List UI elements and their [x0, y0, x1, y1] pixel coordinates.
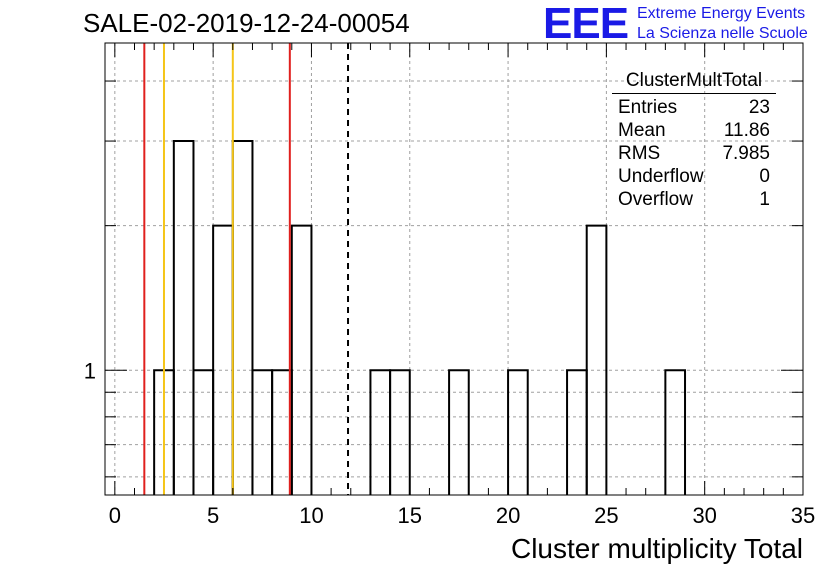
stats-value: 1: [759, 189, 770, 210]
histogram-bin: [566, 369, 588, 495]
logo-mark: EEE: [543, 0, 629, 48]
histogram-bin: [585, 224, 608, 495]
stats-value: 7.985: [722, 143, 770, 164]
stats-row-rms: RMS 7.985: [612, 142, 776, 165]
histogram-bars: [153, 140, 687, 495]
x-tick-label: 35: [791, 503, 815, 528]
marker-lines: [143, 43, 350, 495]
stats-box: ClusterMultTotal Entries 23 Mean 11.86 R…: [612, 70, 776, 211]
stats-row-mean: Mean 11.86: [612, 119, 776, 142]
axis-ticks: [105, 43, 804, 495]
histogram-bin: [251, 369, 274, 495]
stats-value: 23: [748, 97, 770, 118]
stats-label: Overflow: [618, 189, 693, 210]
histogram-bin: [507, 369, 529, 495]
histogram-bin: [172, 140, 195, 495]
stats-row-overflow: Overflow 1: [612, 188, 776, 211]
histogram-bin: [448, 369, 470, 495]
stats-row-entries: Entries 23: [612, 96, 776, 119]
x-tick-label: 5: [207, 503, 219, 528]
x-axis-label: Cluster multiplicity Total: [510, 533, 803, 564]
stats-label: Entries: [618, 97, 678, 118]
logo-line-2: La Scienza nelle Scuole: [637, 25, 808, 42]
stats-label: Mean: [618, 120, 666, 141]
histogram-bin: [231, 140, 254, 495]
page-title: SALE-02-2019-12-24-00054: [83, 8, 410, 38]
stats-title: ClusterMultTotal: [612, 70, 776, 94]
histogram-bin: [192, 369, 215, 495]
x-tick-label: 25: [594, 503, 618, 528]
stats-value: 11.86: [723, 120, 770, 141]
histogram-bin: [212, 224, 234, 495]
stats-label: Underflow: [618, 166, 704, 187]
histogram-bin: [664, 369, 687, 495]
histogram-bin: [290, 224, 313, 495]
tick-labels: 0 5 10 15 20 25 30 35 1: [84, 358, 815, 528]
x-tick-label: 30: [692, 503, 716, 528]
x-tick-label: 20: [496, 503, 520, 528]
logo-line-1: Extreme Energy Events: [637, 5, 806, 22]
histogram-bin: [369, 369, 392, 495]
stats-label: RMS: [618, 143, 661, 164]
y-tick-label: 1: [84, 358, 96, 383]
x-tick-label: 10: [299, 503, 323, 528]
stats-value: 0: [759, 166, 770, 187]
plot-frame: [104, 42, 804, 496]
x-tick-label: 15: [398, 503, 422, 528]
stats-row-underflow: Underflow 0: [612, 165, 776, 188]
x-tick-label: 0: [109, 503, 121, 528]
histogram-bin: [389, 369, 411, 495]
